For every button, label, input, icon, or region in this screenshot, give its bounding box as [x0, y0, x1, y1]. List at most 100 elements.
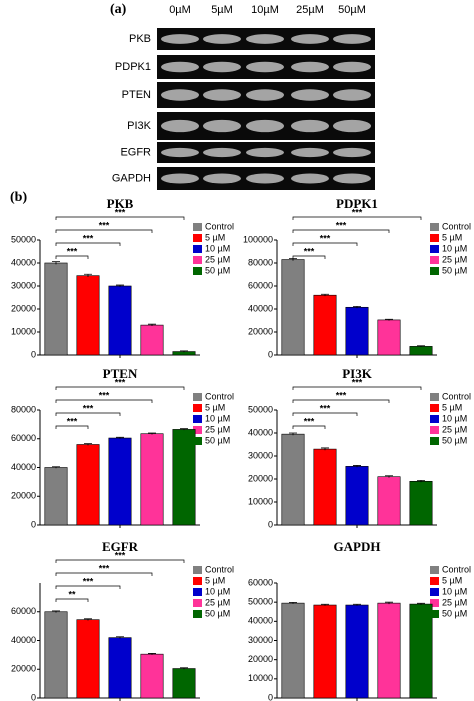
chart-title: PKB — [107, 196, 134, 211]
chart-title: GAPDH — [334, 539, 381, 554]
legend-swatch — [430, 393, 439, 401]
gel-band — [203, 34, 241, 44]
significance-bracket — [55, 585, 121, 589]
gel-band — [333, 119, 371, 133]
bar — [140, 324, 164, 356]
bar — [140, 653, 164, 699]
error-bar — [353, 305, 361, 309]
gel-band — [333, 61, 371, 73]
error-bar — [353, 465, 361, 468]
legend-label: 25 µM — [205, 254, 230, 264]
legend-label: 10 µM — [442, 243, 467, 253]
significance-label: *** — [67, 416, 78, 426]
legend-swatch — [193, 267, 202, 275]
significance-bracket — [55, 572, 153, 576]
bar — [409, 480, 433, 526]
legend-label: 50 µM — [205, 435, 230, 445]
legend-swatch — [430, 577, 439, 585]
significance-label: *** — [115, 550, 126, 560]
bar — [313, 294, 337, 356]
bar — [345, 466, 369, 526]
error-bar — [321, 293, 329, 297]
gel-band — [161, 147, 199, 158]
y-tick-label: 20000 — [248, 473, 273, 483]
bar — [76, 275, 100, 356]
significance-label: *** — [83, 576, 94, 586]
lane-label: 5µM — [211, 4, 233, 16]
significance-bracket — [55, 216, 185, 220]
error-bar — [180, 428, 188, 431]
legend-swatch — [430, 566, 439, 574]
gel-band — [203, 173, 241, 184]
bar — [44, 467, 68, 526]
significance-label: *** — [352, 207, 363, 217]
legend-label: 50 µM — [205, 608, 230, 618]
significance-bracket — [55, 242, 121, 246]
gel-band — [161, 119, 199, 133]
y-tick-label: 20000 — [11, 491, 36, 501]
legend-label: Control — [205, 391, 234, 401]
gel-band — [333, 173, 371, 184]
legend-swatch — [193, 404, 202, 412]
legend-label: 10 µM — [205, 243, 230, 253]
gel-band — [246, 89, 284, 101]
bar — [377, 476, 401, 526]
significance-label: *** — [336, 220, 347, 230]
significance-bracket — [55, 412, 121, 416]
significance-label: *** — [67, 246, 78, 256]
y-tick-label: 0 — [268, 349, 273, 359]
gel-band — [291, 89, 329, 101]
legend-swatch — [193, 223, 202, 231]
legend-label: 5 µM — [442, 232, 462, 242]
y-tick-label: 0 — [268, 519, 273, 529]
legend-swatch — [430, 404, 439, 412]
significance-bracket — [292, 425, 326, 429]
gel-band — [203, 89, 241, 101]
legend-swatch — [430, 426, 439, 434]
legend-label: 25 µM — [442, 254, 467, 264]
y-tick-label: 20000 — [248, 654, 273, 664]
legend-swatch — [193, 256, 202, 264]
error-bar — [385, 475, 393, 478]
y-tick-label: 30000 — [248, 450, 273, 460]
significance-bracket — [55, 386, 185, 390]
error-bar — [180, 667, 188, 670]
gel-band — [161, 61, 199, 73]
error-bar — [385, 318, 393, 321]
gel-band — [203, 147, 241, 158]
legend-swatch — [193, 415, 202, 423]
y-tick-label: 10000 — [11, 326, 36, 336]
significance-bracket — [292, 216, 422, 220]
y-tick-label: 0 — [31, 349, 36, 359]
bar — [76, 619, 100, 699]
legend-swatch — [430, 415, 439, 423]
error-bar — [289, 601, 297, 604]
legend-swatch — [430, 599, 439, 607]
bar — [108, 285, 132, 356]
y-tick-label: 100000 — [243, 234, 273, 244]
legend-swatch — [193, 426, 202, 434]
error-bar — [52, 466, 60, 469]
legend-swatch — [193, 393, 202, 401]
gel-band — [203, 61, 241, 73]
gel-row-label: GAPDH — [112, 172, 151, 184]
legend-label: 50 µM — [205, 265, 230, 275]
legend-label: Control — [205, 564, 234, 574]
error-bar — [52, 261, 60, 265]
significance-bracket — [55, 425, 89, 429]
legend-label: 5 µM — [442, 402, 462, 412]
gel-row-label: PTEN — [122, 89, 151, 101]
significance-bracket — [55, 559, 185, 563]
legend-swatch — [430, 588, 439, 596]
legend-label: 10 µM — [205, 413, 230, 423]
gel-band — [291, 61, 329, 73]
gel-band — [246, 173, 284, 184]
bar — [76, 444, 100, 526]
y-tick-label: 40000 — [11, 257, 36, 267]
legend-swatch — [430, 267, 439, 275]
legend-label: 25 µM — [442, 597, 467, 607]
lane-label: 25µM — [296, 4, 324, 16]
error-bar — [417, 345, 425, 347]
y-tick-label: 50000 — [248, 404, 273, 414]
